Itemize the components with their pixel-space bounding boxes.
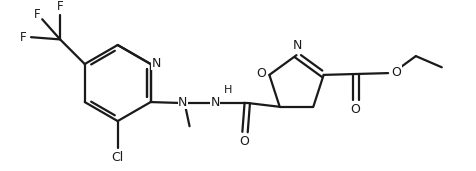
Text: N: N	[210, 96, 219, 109]
Text: O: O	[256, 68, 266, 81]
Text: O: O	[390, 66, 400, 79]
Text: Cl: Cl	[111, 151, 124, 164]
Text: O: O	[238, 135, 248, 148]
Text: F: F	[20, 31, 26, 44]
Text: H: H	[223, 86, 231, 95]
Text: N: N	[178, 96, 187, 109]
Text: O: O	[349, 103, 359, 116]
Text: F: F	[33, 8, 40, 21]
Text: N: N	[151, 57, 160, 70]
Text: F: F	[57, 0, 63, 13]
Text: N: N	[292, 39, 301, 52]
